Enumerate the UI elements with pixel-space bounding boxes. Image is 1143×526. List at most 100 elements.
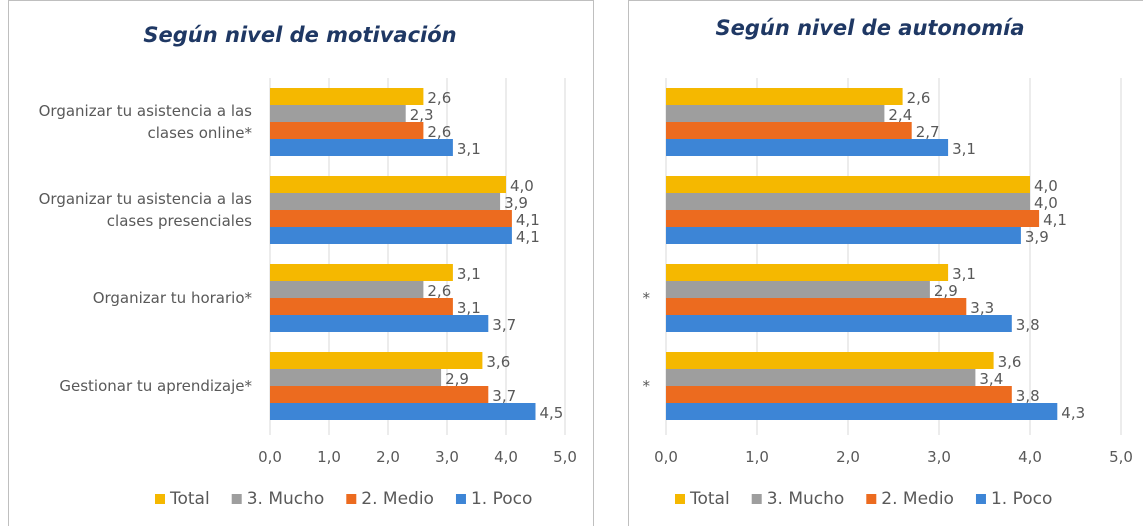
data-label: 2,6 — [427, 89, 451, 107]
bar — [666, 369, 976, 386]
data-label: 4,1 — [516, 228, 540, 246]
data-label: 3,9 — [504, 194, 528, 212]
data-label: 4,0 — [1034, 177, 1058, 195]
bar — [666, 386, 1012, 403]
data-label: 2,9 — [445, 370, 469, 388]
data-label: 3,1 — [457, 265, 481, 283]
y-tick-label: Organizar tu asistencia a las clases pre… — [38, 190, 252, 230]
x-tick-label: 5,0 — [553, 448, 577, 466]
bar — [270, 105, 406, 122]
data-label: 3,9 — [1025, 228, 1049, 246]
bar — [270, 227, 512, 244]
bar — [666, 315, 1012, 332]
bar — [666, 210, 1040, 227]
data-label: 4,3 — [1061, 404, 1085, 422]
legend-label: Total — [689, 489, 730, 509]
data-label: 3,7 — [492, 387, 516, 405]
bar — [270, 352, 483, 369]
panel-border — [628, 0, 1143, 526]
data-label: 3,8 — [1016, 387, 1040, 405]
data-label: 3,8 — [1016, 316, 1040, 334]
legend-label: Total — [169, 489, 210, 509]
chart-title: Según nivel de motivación — [143, 23, 456, 47]
bar — [666, 403, 1058, 420]
data-label: 3,7 — [492, 316, 516, 334]
y-tick-label: Gestionar tu aprendizaje* — [59, 377, 252, 395]
x-tick-label: 2,0 — [836, 448, 860, 466]
bar — [666, 88, 903, 105]
x-tick-label: 4,0 — [494, 448, 518, 466]
data-label: 2,4 — [888, 106, 912, 124]
legend-label: 2. Medio — [361, 489, 434, 509]
legend-swatch — [675, 494, 685, 504]
y-tick-label: Organizar tu asistencia a las clases onl… — [38, 102, 252, 142]
data-label: 2,7 — [916, 123, 940, 141]
bar — [666, 105, 885, 122]
data-label: 3,1 — [457, 140, 481, 158]
x-tick-label: 0,0 — [654, 448, 678, 466]
bar — [270, 298, 453, 315]
data-label: 4,5 — [540, 404, 564, 422]
bar — [666, 352, 994, 369]
bar — [270, 193, 501, 210]
data-label: 3,6 — [486, 353, 510, 371]
data-label: 2,6 — [427, 282, 451, 300]
data-label: 4,1 — [516, 211, 540, 229]
data-label: 3,4 — [979, 370, 1003, 388]
bar — [270, 403, 536, 420]
x-tick-label: 2,0 — [376, 448, 400, 466]
legend-swatch — [751, 494, 762, 504]
bar — [666, 176, 1030, 193]
data-label: 2,3 — [410, 106, 434, 124]
data-label: 2,6 — [907, 89, 931, 107]
x-tick-label: 3,0 — [435, 448, 459, 466]
legend-label: 3. Mucho — [767, 489, 845, 509]
bar — [270, 386, 489, 403]
bar — [270, 139, 453, 156]
bar — [666, 122, 912, 139]
bar — [666, 281, 930, 298]
legend-swatch — [155, 494, 165, 504]
x-tick-label: 1,0 — [317, 448, 341, 466]
legend-swatch — [346, 494, 357, 504]
bar — [666, 227, 1021, 244]
bar — [270, 210, 512, 227]
legend-label: 2. Medio — [881, 489, 954, 509]
data-label: 3,1 — [457, 299, 481, 317]
bar — [666, 264, 949, 281]
x-tick-label: 3,0 — [927, 448, 951, 466]
x-tick-label: 0,0 — [258, 448, 282, 466]
chart-title: Según nivel de autonomía — [715, 16, 1024, 40]
legend-swatch — [975, 494, 986, 504]
bar — [666, 139, 949, 156]
bar — [270, 264, 453, 281]
bar — [270, 281, 424, 298]
y-tick-label: * — [642, 289, 651, 307]
legend-label: 3. Mucho — [247, 489, 325, 509]
y-tick-label: Organizar tu horario* — [92, 289, 252, 307]
data-label: 4,0 — [1034, 194, 1058, 212]
legend-label: 1. Poco — [471, 489, 532, 509]
legend-swatch — [866, 494, 877, 504]
data-label: 4,0 — [510, 177, 534, 195]
bar — [270, 176, 506, 193]
bar — [666, 193, 1030, 210]
data-label: 4,1 — [1043, 211, 1067, 229]
data-label: 3,1 — [952, 265, 976, 283]
data-label: 3,6 — [998, 353, 1022, 371]
data-label: 2,9 — [934, 282, 958, 300]
bar — [666, 298, 967, 315]
legend-label: 1. Poco — [991, 489, 1052, 509]
data-label: 3,1 — [952, 140, 976, 158]
x-tick-label: 4,0 — [1018, 448, 1042, 466]
panel-border — [8, 0, 594, 526]
bar — [270, 122, 424, 139]
legend-swatch — [231, 494, 242, 504]
legend-swatch — [455, 494, 466, 504]
data-label: 3,3 — [970, 299, 994, 317]
x-tick-label: 5,0 — [1109, 448, 1133, 466]
y-tick-label: * — [642, 377, 651, 395]
bar — [270, 369, 442, 386]
